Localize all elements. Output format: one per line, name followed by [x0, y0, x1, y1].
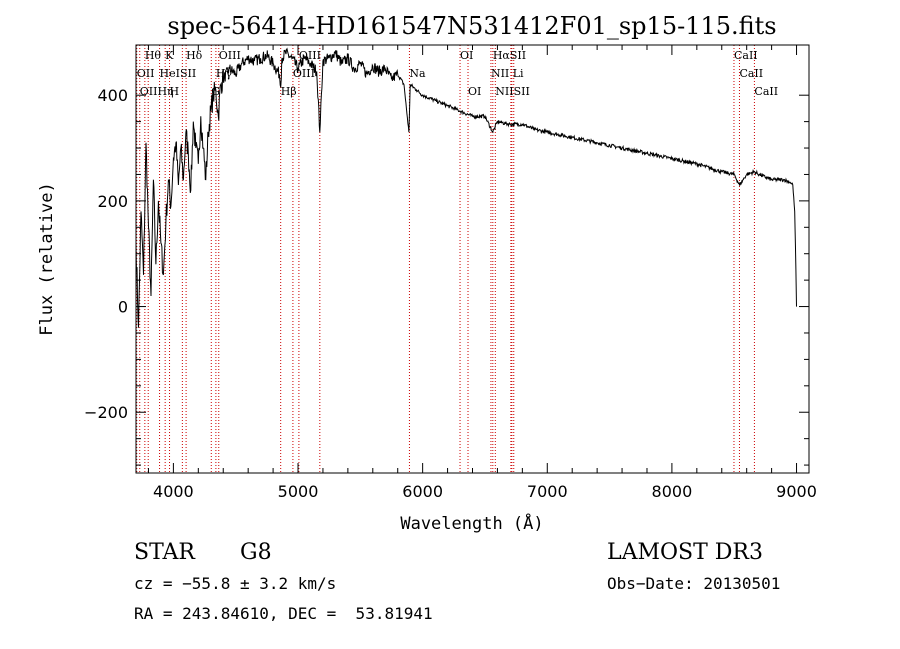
- y-axis-label: Flux (relative): [37, 182, 57, 336]
- x-tick-label: 9000: [776, 482, 817, 501]
- spectrum-series: [135, 47, 797, 328]
- line-label: OI: [460, 49, 473, 62]
- coordinates-text: RA = 243.84610, DEC = 53.81941: [134, 604, 433, 623]
- x-tick-label: 6000: [402, 482, 443, 501]
- line-label: OIII: [219, 49, 241, 62]
- survey-name: LAMOST DR3: [607, 540, 763, 565]
- line-label: OI: [468, 85, 481, 98]
- line-label: H: [170, 85, 180, 98]
- plot-frame: [135, 44, 810, 474]
- object-class: STAR: [134, 540, 195, 565]
- line-label: CaII: [734, 49, 758, 62]
- line-label: Hδ: [186, 49, 203, 62]
- x-tick-label: 5000: [278, 482, 319, 501]
- spectrum-line: [135, 47, 797, 328]
- line-label: Hθ: [145, 49, 162, 62]
- line-label: Hγ: [216, 67, 233, 80]
- y-tick-label: 400: [97, 86, 128, 105]
- y-tick-label: 200: [97, 192, 128, 211]
- x-tick-label: 8000: [652, 482, 693, 501]
- line-label: OIIHη: [140, 85, 174, 98]
- line-label: Na: [409, 67, 426, 80]
- y-tick-label: −200: [84, 403, 128, 422]
- line-label: OIII: [293, 67, 315, 80]
- x-axis-label: Wavelength (Å): [400, 512, 543, 534]
- line-label: OIII: [299, 49, 321, 62]
- x-tick-label: 4000: [153, 482, 194, 501]
- redshift-text: cz = −55.8 ± 3.2 km/s: [134, 574, 337, 593]
- line-label: G: [211, 85, 220, 98]
- line-label: HeISII: [160, 67, 197, 80]
- object-subclass: G8: [240, 540, 272, 565]
- line-label: CaII: [754, 85, 778, 98]
- x-tick-label: 7000: [527, 482, 568, 501]
- y-tick-label: 0: [118, 298, 128, 317]
- chart-title: spec-56414-HD161547N531412F01_sp15-115.f…: [167, 12, 776, 40]
- spectral-line-labels: Hθ K Hδ OIII OIII OI HαSII CaII OII HeISII Hγ OIII N…: [137, 49, 778, 98]
- line-label: OII: [137, 67, 155, 80]
- line-label: Hβ: [281, 85, 297, 98]
- spectral-line-markers: [136, 45, 755, 473]
- line-label: NIISII: [495, 85, 530, 98]
- line-label: K: [165, 49, 174, 62]
- line-label: HαSII: [493, 49, 526, 62]
- line-label: NII Li: [491, 67, 524, 80]
- observation-date: Obs−Date: 20130501: [607, 574, 781, 593]
- line-label: CaII: [739, 67, 763, 80]
- axes: 4000 5000 6000 7000 8000 9000 −200 0 200 400: [84, 45, 817, 501]
